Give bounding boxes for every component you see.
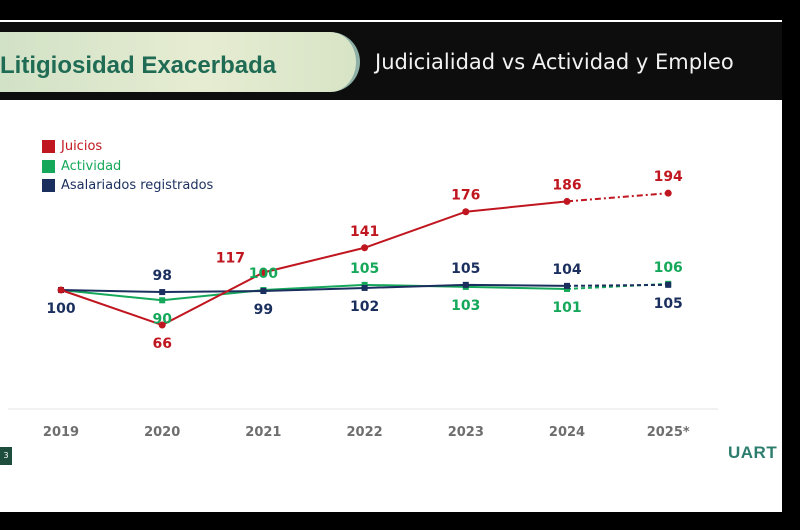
legend-swatch-asalariados: [42, 179, 55, 193]
data-label-asalariados: 102: [350, 299, 379, 315]
slide-title: Litigiosidad Exacerbada: [0, 52, 277, 79]
x-tick-label: 2019: [43, 425, 79, 440]
data-point-juicios: [259, 268, 267, 276]
legend-label-juicios: Juicios: [61, 139, 103, 155]
data-label-juicios: 117: [216, 250, 245, 266]
bottom-black-bar: [0, 512, 800, 530]
data-label-asalariados: 105: [654, 296, 683, 312]
data-label-juicios: 194: [654, 169, 683, 185]
data-point-asalariados: [462, 281, 469, 288]
data-label-asalariados: 99: [254, 302, 273, 318]
series-projection-juicios: [566, 192, 669, 203]
data-label-asalariados: 105: [451, 261, 480, 277]
data-label-actividad: 90: [152, 311, 172, 327]
data-point-asalariados: [361, 284, 368, 291]
legend-item-asalariados: Asalariados registrados: [42, 176, 213, 196]
data-label-juicios: 141: [350, 224, 379, 240]
brand-logo-text: UART: [728, 443, 778, 462]
data-label-actividad: 101: [552, 300, 581, 316]
data-label-asalariados: 104: [552, 262, 581, 278]
data-label-asalariados: 98: [152, 268, 171, 284]
x-tick-label: 2020: [144, 425, 180, 440]
data-label-juicios: 176: [451, 188, 480, 204]
x-tick-label: 2025*: [647, 425, 690, 440]
x-tick-label: 2021: [245, 425, 281, 440]
series-line-juicios: [60, 200, 568, 327]
legend-item-actividad: Actividad: [42, 157, 213, 177]
x-tick-label: 2024: [549, 425, 585, 440]
data-label-juicios: 186: [552, 177, 581, 193]
data-point-asalariados: [159, 289, 166, 296]
slide-header: Litigiosidad Exacerbada: [0, 22, 782, 100]
legend-label-actividad: Actividad: [61, 158, 122, 174]
slide-subtitle: Judicialidad vs Actividad y Empleo: [375, 50, 734, 74]
chart-legend: Juicios Actividad Asalariados registrado…: [42, 137, 213, 196]
data-label-actividad: 100: [249, 266, 278, 282]
data-point-juicios: [664, 189, 672, 197]
legend-swatch-juicios: [42, 140, 55, 154]
legend-label-asalariados: Asalariados registrados: [61, 178, 214, 194]
data-point-actividad: [159, 297, 166, 304]
series-projection-asalariados: [566, 283, 669, 287]
data-point-asalariados: [665, 281, 672, 288]
data-label-actividad: 103: [451, 298, 480, 314]
data-point-actividad: [361, 281, 368, 288]
data-label-actividad: 106: [654, 260, 683, 276]
data-point-juicios: [462, 208, 470, 216]
data-label-actividad: 105: [350, 261, 379, 277]
data-point-juicios: [158, 321, 166, 329]
right-black-bar: [782, 20, 800, 512]
x-tick-label: 2023: [448, 425, 484, 440]
top-black-bar: [0, 0, 800, 20]
data-point-juicios: [563, 197, 571, 205]
data-point-asalariados: [260, 288, 267, 295]
data-point-actividad: [564, 285, 570, 292]
series-line-asalariados: [60, 283, 568, 294]
title-pill: [0, 32, 360, 92]
data-label-juicios: 66: [152, 336, 171, 352]
line-chart: 2019 2020 2021 2022 2023 2024 2025* 100 66 98 90 11…: [8, 169, 718, 440]
data-point-juicios: [361, 244, 369, 252]
x-tick-label: 2022: [347, 425, 383, 440]
legend-swatch-actividad: [42, 159, 55, 173]
data-point-juicios: [57, 286, 65, 294]
series-line-actividad: [60, 283, 568, 302]
data-point-asalariados: [564, 282, 570, 289]
legend-item-juicios: Juicios: [42, 137, 213, 157]
page-number: 3: [0, 447, 12, 465]
data-label-asalariados: 100: [46, 301, 75, 317]
